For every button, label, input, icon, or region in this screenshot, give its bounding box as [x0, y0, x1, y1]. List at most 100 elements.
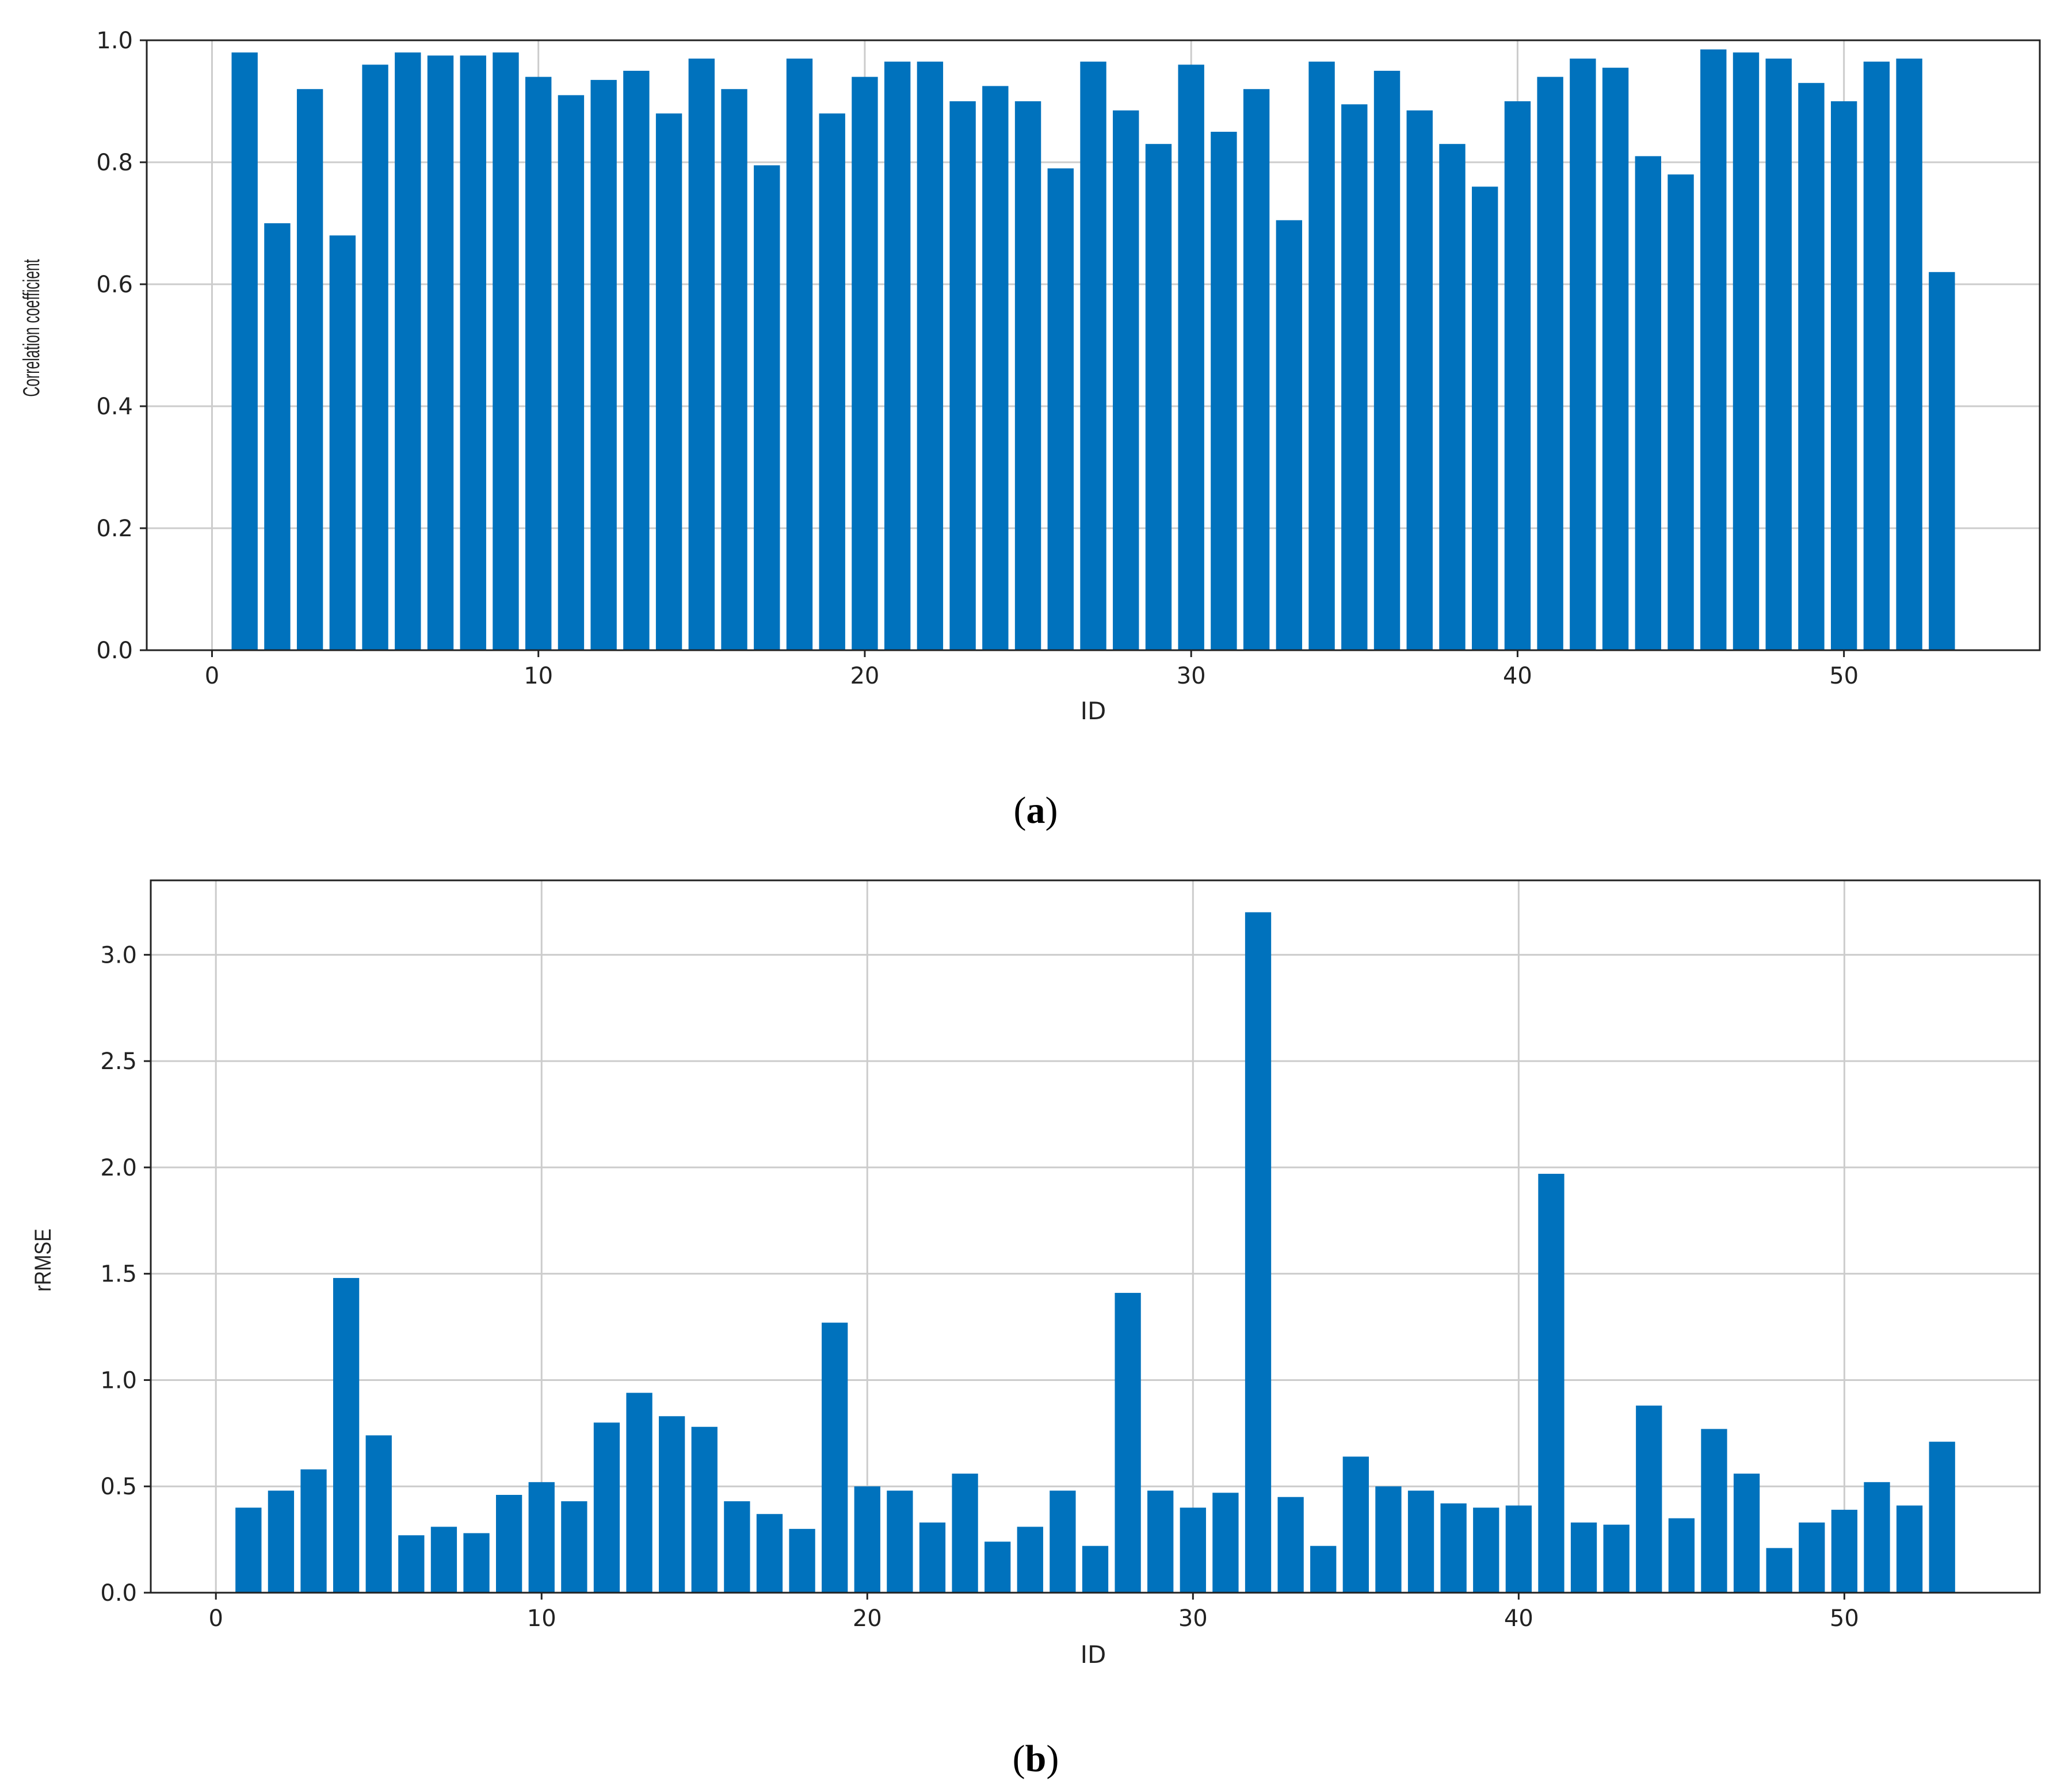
bar-id-37 — [1406, 110, 1433, 650]
bar-id-49 — [1798, 83, 1825, 650]
x-axis-title: ID — [1081, 697, 1106, 725]
bar-id-4 — [333, 1278, 360, 1593]
bar-id-31 — [1211, 132, 1237, 650]
x-tick-label: 50 — [1830, 1605, 1859, 1632]
bar-id-15 — [688, 58, 715, 650]
bar-id-24 — [985, 1541, 1011, 1593]
bar-id-23 — [949, 101, 976, 650]
bar-id-39 — [1473, 1508, 1499, 1593]
bar-id-3 — [296, 89, 323, 651]
bar-id-17 — [754, 165, 780, 650]
bar-id-5 — [365, 1435, 392, 1593]
bar-id-11 — [561, 1501, 587, 1593]
y-tick-label: 0.5 — [100, 1474, 137, 1500]
bar-id-35 — [1342, 1456, 1369, 1593]
y-tick-label: 1.5 — [100, 1261, 137, 1288]
bar-id-18 — [786, 58, 813, 650]
panel-label-a: a — [1027, 789, 1045, 831]
bar-id-2 — [264, 223, 291, 650]
bar-id-38 — [1439, 144, 1466, 650]
y-tick-label: 0.0 — [100, 1580, 137, 1607]
bar-id-14 — [655, 113, 682, 650]
bar-id-22 — [919, 1522, 946, 1593]
bar-id-25 — [1014, 101, 1041, 650]
bar-id-39 — [1472, 186, 1498, 650]
bar-id-17 — [756, 1514, 783, 1593]
bar-id-51 — [1864, 1482, 1890, 1593]
bar-id-43 — [1603, 1524, 1630, 1593]
bar-id-9 — [493, 52, 519, 651]
bar-id-29 — [1145, 144, 1172, 650]
bar-id-46 — [1700, 49, 1727, 650]
bar-id-24 — [982, 86, 1009, 650]
bar-id-12 — [590, 79, 617, 650]
y-tick-label: 0.8 — [96, 150, 133, 176]
bar-id-42 — [1570, 1522, 1597, 1593]
panel-caption-a: (a) — [1014, 789, 1058, 831]
bar-id-43 — [1602, 67, 1629, 650]
bar-id-20 — [854, 1486, 880, 1593]
panel-label-b: b — [1025, 1738, 1047, 1780]
y-tick-label: 1.0 — [96, 28, 133, 54]
bar-id-47 — [1733, 52, 1760, 651]
bar-id-7 — [430, 1527, 457, 1593]
y-tick-label: 0.0 — [96, 638, 133, 664]
bar-id-1 — [231, 52, 258, 651]
bar-id-8 — [460, 55, 486, 650]
bar-id-36 — [1373, 71, 1401, 650]
bar-id-18 — [789, 1529, 815, 1593]
y-axis-title: Correlation coefficient — [19, 259, 44, 396]
bar-id-16 — [724, 1501, 750, 1593]
bar-id-20 — [852, 77, 878, 651]
bar-id-34 — [1308, 62, 1335, 651]
y-axis-title: rRMSE — [29, 1228, 55, 1292]
bar-id-50 — [1831, 1509, 1858, 1593]
bar-id-51 — [1863, 62, 1890, 651]
x-tick-label: 0 — [208, 1605, 223, 1632]
plot-frame — [150, 879, 2041, 1594]
bar-id-26 — [1047, 168, 1074, 651]
bar-id-52 — [1896, 1505, 1923, 1593]
bar-id-50 — [1830, 101, 1857, 650]
y-tick-label: 0.2 — [96, 516, 133, 542]
bar-id-36 — [1375, 1486, 1402, 1593]
bar-id-33 — [1277, 1497, 1304, 1593]
bar-id-21 — [887, 1490, 913, 1593]
y-tick-label: 3.0 — [100, 942, 137, 968]
x-tick-label: 10 — [527, 1605, 556, 1632]
x-tick-label: 20 — [850, 663, 879, 689]
axes — [144, 879, 2041, 1600]
bar-id-32 — [1243, 89, 1270, 651]
y-tick-label: 1.0 — [100, 1367, 137, 1394]
bar-id-53 — [1929, 272, 1955, 650]
bar-id-33 — [1276, 220, 1303, 650]
bar-id-13 — [626, 1392, 652, 1593]
bar-id-35 — [1341, 104, 1368, 651]
bar-id-15 — [691, 1426, 718, 1593]
bar-id-5 — [362, 64, 388, 650]
bar-id-1 — [235, 1508, 262, 1593]
bar-id-31 — [1212, 1493, 1239, 1593]
y-tick-label: 2.5 — [100, 1048, 137, 1075]
x-tick-label: 0 — [205, 663, 219, 689]
bar-id-28 — [1115, 1292, 1141, 1593]
bar-id-30 — [1180, 1508, 1206, 1593]
plot-frame — [146, 39, 2041, 651]
bar-id-44 — [1635, 156, 1661, 650]
bar-id-10 — [528, 1482, 555, 1593]
bar-id-21 — [884, 62, 911, 651]
x-tick-label: 40 — [1504, 1605, 1533, 1632]
x-tick-label: 10 — [524, 663, 553, 689]
tick-labels: 0 10 20 30 40 50 0.0 0.5 1.0 1.5 2.0 2.5 3.0 — [100, 942, 1859, 1632]
bar-id-53 — [1929, 1441, 1955, 1593]
bar-id-9 — [495, 1495, 522, 1593]
x-tick-label: 30 — [1177, 663, 1206, 689]
x-tick-label: 20 — [853, 1605, 882, 1632]
bar-id-49 — [1799, 1522, 1825, 1593]
bar-id-27 — [1080, 62, 1106, 651]
bar-id-13 — [623, 71, 650, 650]
bar-id-30 — [1178, 64, 1204, 650]
bar-id-23 — [952, 1474, 978, 1593]
bar-id-40 — [1504, 101, 1531, 650]
